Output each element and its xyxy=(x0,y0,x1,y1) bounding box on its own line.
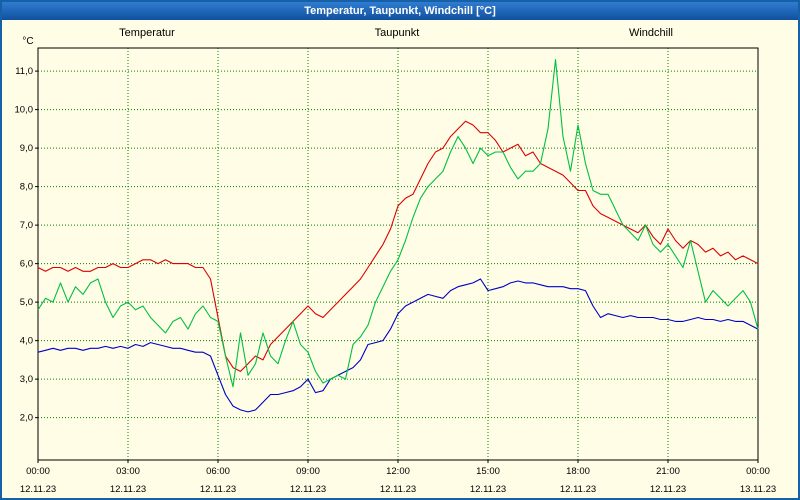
x-tick-time: 03:00 xyxy=(116,466,140,477)
x-tick-time: 21:00 xyxy=(656,466,680,477)
series-line-taupunkt xyxy=(37,278,759,413)
y-tick-label: 5,0 xyxy=(20,297,33,308)
window-title: Temperatur, Taupunkt, Windchill [°C] xyxy=(304,5,496,17)
y-tick-label: 11,0 xyxy=(15,66,33,77)
x-tick-date: 13.11.23 xyxy=(740,484,776,495)
x-tick-time: 06:00 xyxy=(206,466,230,477)
y-tick-label: 7,0 xyxy=(20,220,33,231)
y-tick-label: 9,0 xyxy=(20,143,33,154)
x-tick-date: 12.11.23 xyxy=(200,484,236,495)
y-axis-unit-label: °C xyxy=(22,36,33,47)
legend-windchill: Windchill xyxy=(629,27,673,39)
y-tick-label: 2,0 xyxy=(20,413,33,424)
x-tick-date: 12.11.23 xyxy=(470,484,506,495)
x-tick-date: 12.11.23 xyxy=(290,484,326,495)
chart-area: Temperatur Taupunkt Windchill °C 2,0 3,0 4… xyxy=(2,20,798,498)
y-tick-label: 3,0 xyxy=(20,374,33,385)
y-tick-label: 6,0 xyxy=(20,259,33,270)
x-tick-time: 18:00 xyxy=(566,466,590,477)
x-tick-date: 12.11.23 xyxy=(20,484,56,495)
axis-box xyxy=(37,47,759,461)
y-tick-label: 4,0 xyxy=(20,336,33,347)
x-tick-time: 00:00 xyxy=(746,466,770,477)
x-tick-date: 12.11.23 xyxy=(560,484,596,495)
legend-temperatur: Temperatur xyxy=(119,27,175,39)
x-tick-time: 15:00 xyxy=(476,466,500,477)
y-tick-label: 8,0 xyxy=(20,182,33,193)
series-line-temperatur xyxy=(37,120,759,372)
x-tick-time: 09:00 xyxy=(296,466,320,477)
x-tick-time: 12:00 xyxy=(386,466,410,477)
chart-canvas: Temperatur Taupunkt Windchill °C 2,0 3,0 4… xyxy=(15,27,777,495)
x-tick-date: 12.11.23 xyxy=(650,484,686,495)
legend-taupunkt: Taupunkt xyxy=(375,27,420,39)
series-line-windchill xyxy=(37,59,759,388)
x-tick-date: 12.11.23 xyxy=(110,484,146,495)
title-bar[interactable]: Temperatur, Taupunkt, Windchill [°C] xyxy=(2,2,798,20)
x-tick-date: 12.11.23 xyxy=(380,484,416,495)
x-tick-time: 00:00 xyxy=(26,466,50,477)
y-tick-label: 10,0 xyxy=(15,105,34,116)
